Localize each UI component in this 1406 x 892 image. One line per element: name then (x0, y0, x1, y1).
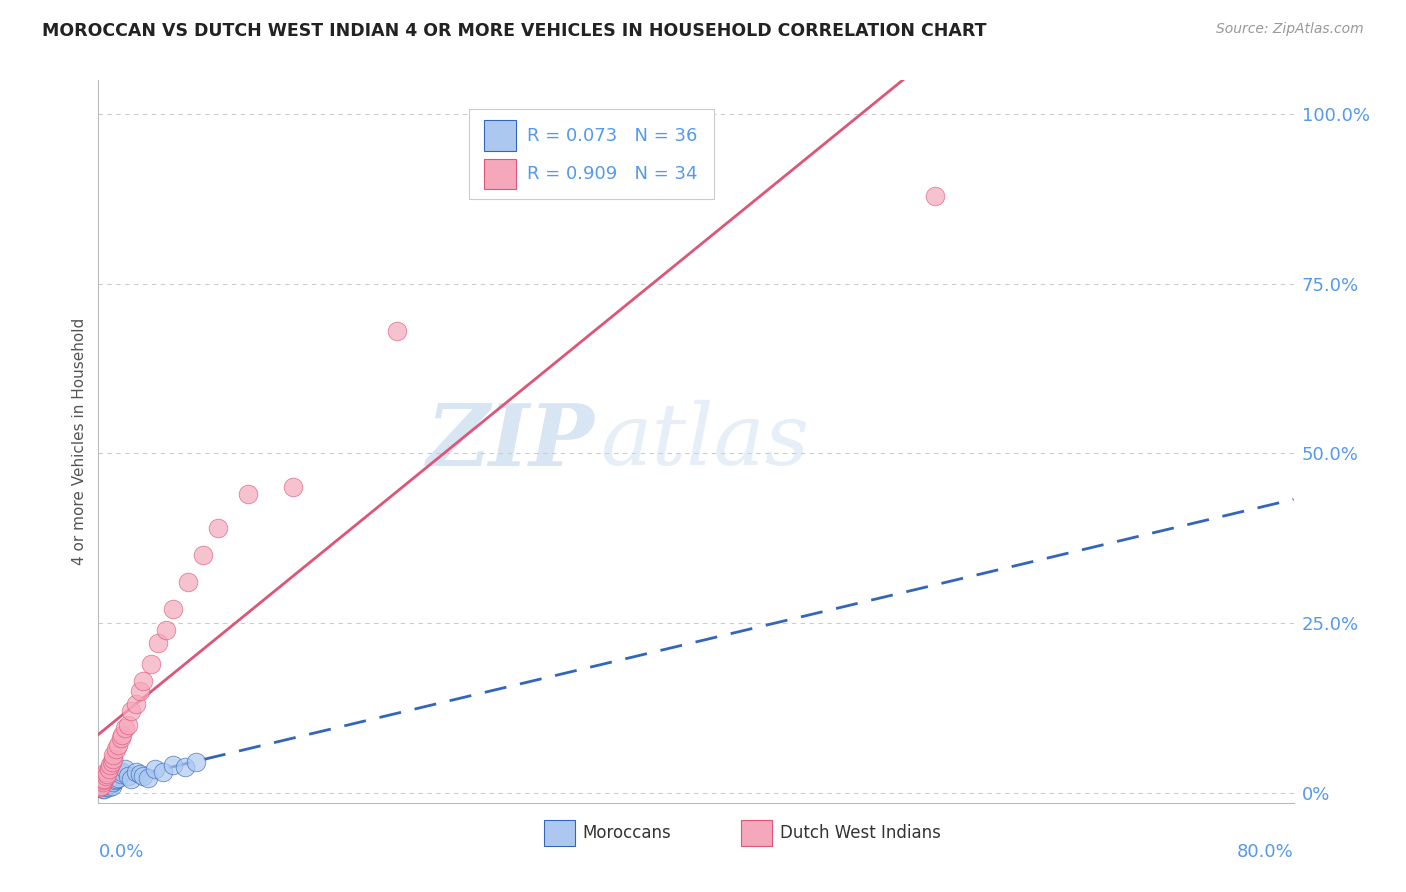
Point (97, 762, 120, 776)
FancyBboxPatch shape (741, 820, 772, 847)
Point (107, 771, 129, 785)
Point (101, 772, 124, 786)
Point (136, 771, 159, 785)
Point (93, 772, 115, 786)
Point (120, 772, 142, 786)
Point (103, 748, 125, 763)
Text: ZIP: ZIP (426, 400, 595, 483)
Point (162, 758, 184, 772)
FancyBboxPatch shape (470, 109, 714, 200)
Point (94, 772, 117, 786)
Text: R = 0.909   N = 34: R = 0.909 N = 34 (527, 165, 697, 183)
Y-axis label: 4 or more Vehicles in Household: 4 or more Vehicles in Household (72, 318, 87, 566)
Point (129, 766, 152, 780)
Point (236, 487, 259, 501)
Point (177, 575, 200, 590)
Point (148, 636, 170, 650)
Point (385, 324, 409, 338)
Point (162, 602, 184, 616)
Text: R = 0.073   N = 36: R = 0.073 N = 36 (527, 127, 697, 145)
Point (96, 775, 118, 789)
Point (129, 684, 152, 698)
Point (125, 698, 148, 712)
Point (111, 765, 134, 780)
Point (93, 782, 115, 797)
FancyBboxPatch shape (485, 159, 516, 189)
Point (125, 765, 148, 780)
Text: atlas: atlas (600, 401, 810, 483)
Point (110, 731, 132, 746)
Point (114, 721, 136, 735)
Point (281, 480, 304, 494)
Point (152, 765, 174, 780)
Point (89, 780, 111, 795)
Point (101, 779, 124, 793)
Point (120, 704, 142, 718)
Point (90, 777, 112, 791)
Point (91, 773, 114, 788)
Text: MOROCCAN VS DUTCH WEST INDIAN 4 OR MORE VEHICLES IN HOUSEHOLD CORRELATION CHART: MOROCCAN VS DUTCH WEST INDIAN 4 OR MORE … (42, 22, 987, 40)
Point (139, 657, 162, 671)
Point (89, 779, 111, 793)
Point (103, 752, 125, 766)
FancyBboxPatch shape (544, 820, 575, 847)
Point (91, 775, 114, 789)
Point (132, 769, 155, 783)
Point (103, 769, 125, 783)
Point (91, 781, 114, 796)
Text: Source: ZipAtlas.com: Source: ZipAtlas.com (1216, 22, 1364, 37)
Point (97, 780, 120, 795)
Text: Dutch West Indians: Dutch West Indians (780, 824, 941, 842)
FancyBboxPatch shape (485, 120, 516, 151)
Point (98, 758, 122, 772)
Point (94, 780, 117, 795)
Point (184, 755, 207, 769)
Point (143, 762, 166, 776)
Point (94, 765, 117, 780)
Point (101, 755, 124, 769)
Point (924, 188, 946, 202)
Point (174, 760, 197, 774)
Point (91, 775, 114, 789)
Point (96, 779, 118, 793)
Point (107, 738, 129, 752)
Point (93, 773, 115, 788)
Point (90, 780, 112, 795)
Point (110, 766, 132, 780)
Point (207, 521, 229, 535)
Point (105, 741, 128, 756)
Point (103, 775, 125, 789)
Point (117, 718, 139, 732)
Point (191, 548, 214, 562)
Point (155, 623, 177, 637)
Text: 0.0%: 0.0% (98, 843, 143, 861)
Point (114, 762, 136, 776)
Text: Moroccans: Moroccans (582, 824, 671, 842)
Text: 80.0%: 80.0% (1237, 843, 1294, 861)
Point (105, 772, 128, 786)
Point (98, 773, 122, 788)
Point (94, 769, 117, 783)
Point (117, 769, 139, 783)
Point (111, 728, 134, 742)
Point (98, 777, 122, 791)
Point (132, 673, 155, 688)
Point (104, 773, 127, 788)
Point (97, 771, 120, 785)
Point (90, 779, 112, 793)
Point (96, 766, 118, 780)
